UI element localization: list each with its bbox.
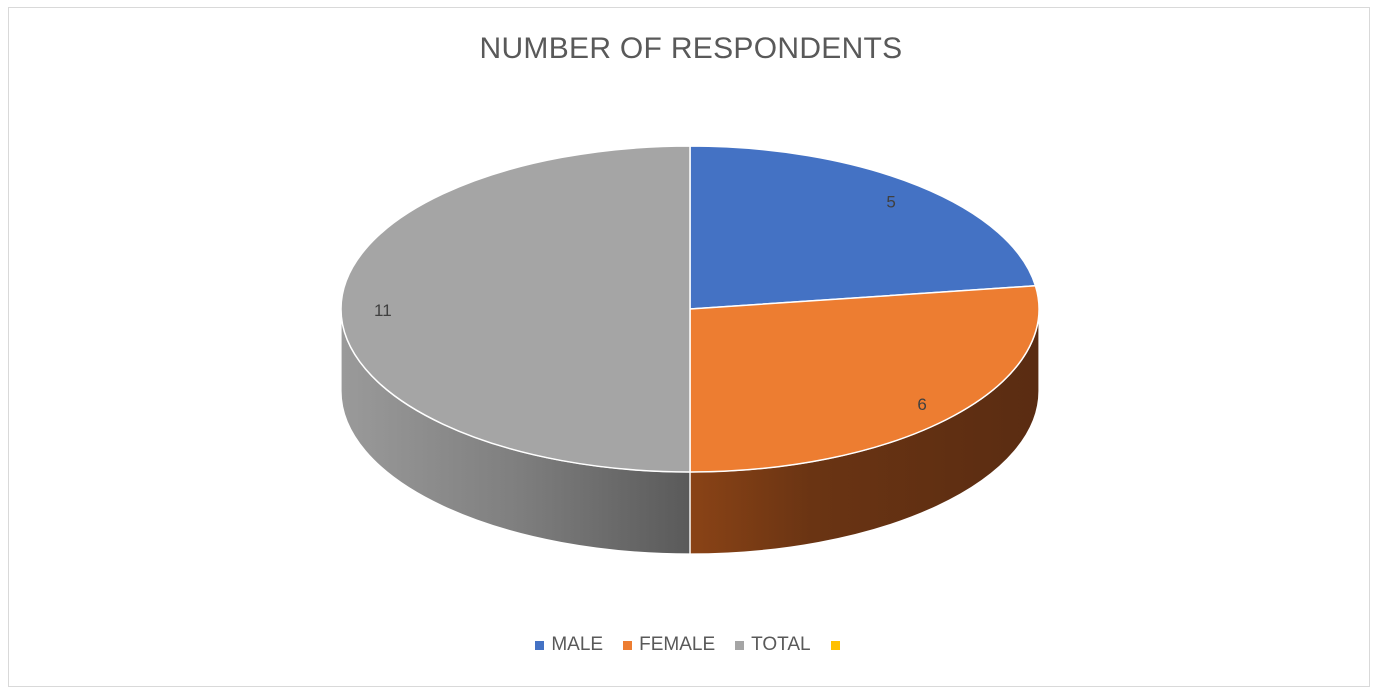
legend: MALE FEMALE TOTAL	[0, 634, 1382, 656]
legend-swatch-female	[623, 640, 633, 650]
legend-label-male: MALE	[551, 634, 604, 655]
data-label-total: 11	[374, 301, 392, 320]
legend-swatch-male	[535, 640, 545, 650]
chart-title: NUMBER OF RESPONDENTS	[479, 32, 903, 65]
legend-label-female: FEMALE	[639, 634, 716, 655]
data-label-female: 6	[917, 395, 926, 414]
pie-slice-total	[340, 145, 691, 473]
legend-item-unnamed	[830, 640, 847, 650]
legend-swatch-unnamed	[830, 640, 840, 650]
legend-item-female: FEMALE	[623, 634, 715, 656]
pie-slice-male	[689, 145, 1037, 310]
legend-swatch-total	[735, 640, 745, 650]
legend-item-total: TOTAL	[735, 634, 811, 656]
pie-slice-female	[689, 285, 1040, 473]
legend-item-male: MALE	[535, 634, 603, 656]
legend-label-total: TOTAL	[751, 634, 811, 655]
data-label-male: 5	[886, 193, 895, 212]
